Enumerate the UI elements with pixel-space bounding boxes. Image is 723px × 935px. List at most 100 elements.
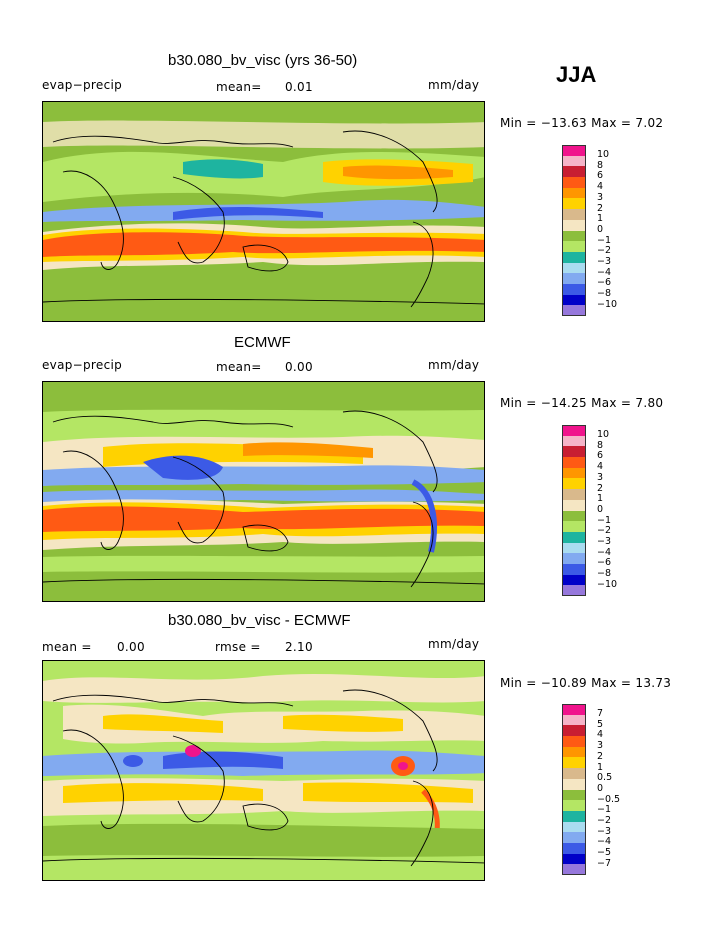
panel1-field-label: evap−precip [42, 78, 123, 92]
legend-box [562, 155, 586, 167]
legend-label: 3 [597, 191, 604, 203]
legend-box [562, 446, 586, 458]
legend-label: 4 [597, 729, 604, 741]
panel1-map [42, 101, 485, 322]
legend-box [562, 574, 586, 586]
legend-box [562, 219, 586, 231]
legend-box [562, 273, 586, 284]
legend-label: 7 [597, 708, 604, 719]
legend-label: −8 [597, 288, 612, 300]
legend-box [562, 789, 586, 801]
legend-label: 10 [597, 429, 610, 440]
panel3-map-svg [43, 661, 484, 880]
legend-label: −4 [597, 546, 612, 558]
legend-label: 4 [597, 181, 604, 193]
legend-label: −10 [597, 578, 618, 590]
panel2-legend-labels: 10 8 6 4 3 2 1 0 −1 −2 −3 −4 −6 −8 −10 [597, 429, 618, 591]
panel2-mean-label: mean= [216, 360, 262, 374]
legend-label: −0.5 [597, 793, 621, 805]
legend-box [562, 294, 586, 306]
legend-label: −3 [597, 256, 612, 268]
legend-box [562, 768, 586, 779]
panel2-color-legend [562, 425, 586, 596]
legend-box [562, 542, 586, 554]
panel3-map [42, 660, 485, 881]
legend-label: 2 [597, 750, 604, 762]
legend-box [562, 467, 586, 479]
panel3-minmax: Min = −10.89 Max = 13.73 [500, 676, 672, 690]
legend-label: 6 [597, 450, 604, 462]
legend-label: −2 [597, 525, 612, 537]
legend-box [562, 262, 586, 274]
legend-box [562, 821, 586, 833]
legend-box [562, 425, 586, 436]
panel3-mean-label: mean = [42, 640, 92, 654]
legend-label: −4 [597, 836, 612, 848]
panel1-color-legend [562, 145, 586, 316]
legend-label: 8 [597, 159, 604, 171]
legend-box [562, 521, 586, 532]
legend-box [562, 209, 586, 220]
legend-label: 1 [597, 213, 604, 225]
panel1-mean-value: 0.01 [285, 80, 313, 94]
legend-box [562, 714, 586, 726]
legend-box [562, 251, 586, 263]
legend-box [562, 810, 586, 822]
legend-label: −1 [597, 514, 612, 526]
legend-label: −10 [597, 298, 618, 310]
legend-label: 0 [597, 782, 604, 794]
panel2-units: mm/day [428, 358, 480, 372]
legend-label: −7 [597, 857, 612, 869]
legend-label: −1 [597, 804, 612, 816]
legend-box [562, 198, 586, 210]
panel1-units: mm/day [428, 78, 480, 92]
panel2-mean-value: 0.00 [285, 360, 313, 374]
legend-box [562, 736, 586, 747]
legend-box [562, 832, 586, 843]
legend-label: 4 [597, 461, 604, 473]
legend-box [562, 457, 586, 468]
panel3-rmse-label: rmse = [215, 640, 261, 654]
legend-label: 0.5 [597, 772, 613, 784]
legend-label: −6 [597, 557, 612, 569]
legend-label: −2 [597, 245, 612, 257]
legend-box [562, 585, 586, 596]
legend-box [562, 778, 586, 790]
legend-label: 1 [597, 493, 604, 505]
panel2-map [42, 381, 485, 602]
legend-label: 10 [597, 149, 610, 160]
legend-box [562, 166, 586, 178]
legend-label: 0 [597, 223, 604, 235]
legend-label: 8 [597, 439, 604, 451]
panel1-map-svg [43, 102, 484, 321]
legend-box [562, 563, 586, 575]
season-label: JJA [556, 62, 597, 87]
legend-label: 0 [597, 503, 604, 515]
panel1-mean-label: mean= [216, 80, 262, 94]
legend-label: 2 [597, 202, 604, 214]
legend-label: 6 [597, 170, 604, 182]
legend-box [562, 187, 586, 199]
legend-box [562, 230, 586, 242]
legend-label: 3 [597, 740, 604, 752]
legend-label: 3 [597, 471, 604, 483]
panel3-mean-value: 0.00 [117, 640, 145, 654]
legend-box [562, 283, 586, 295]
legend-box [562, 531, 586, 543]
panel2-minmax: Min = −14.25 Max = 7.80 [500, 396, 664, 410]
legend-box [562, 305, 586, 316]
legend-label: −1 [597, 234, 612, 246]
legend-box [562, 800, 586, 811]
legend-box [562, 864, 586, 875]
legend-box [562, 145, 586, 156]
legend-box [562, 510, 586, 522]
panel2-field-label: evap−precip [42, 358, 123, 372]
legend-box [562, 842, 586, 854]
panel1-minmax: Min = −13.63 Max = 7.02 [500, 116, 664, 130]
legend-box [562, 489, 586, 500]
panel1-legend-labels: 10 8 6 4 3 2 1 0 −1 −2 −3 −4 −6 −8 −10 [597, 149, 618, 311]
legend-box [562, 853, 586, 865]
panel1-title: b30.080_bv_visc (yrs 36-50) [168, 52, 358, 69]
panel3-units: mm/day [428, 637, 480, 651]
legend-label: 1 [597, 761, 604, 773]
